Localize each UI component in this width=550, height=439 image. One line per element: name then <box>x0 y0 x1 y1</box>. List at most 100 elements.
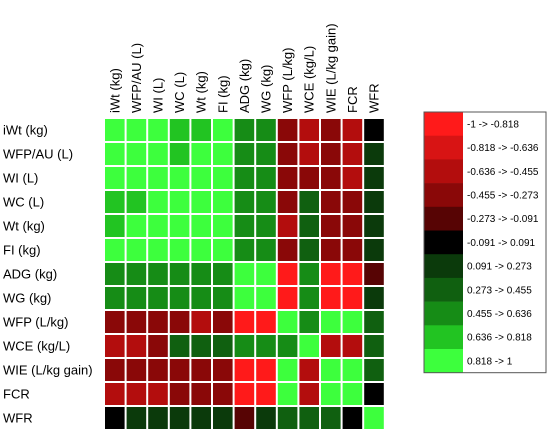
legend-label: 0.455 -> 0.636 <box>467 309 532 320</box>
heatmap-cell <box>148 335 168 357</box>
heatmap-cell <box>364 239 384 261</box>
heatmap-cell <box>342 383 363 405</box>
heatmap-cell <box>342 335 363 357</box>
heatmap-cell <box>342 287 363 309</box>
heatmap-cell <box>105 287 125 309</box>
heatmap-cell <box>277 119 298 141</box>
heatmap-cell <box>277 167 298 189</box>
heatmap-cell <box>191 143 211 165</box>
heatmap-cell <box>321 311 341 333</box>
legend-swatch <box>424 230 463 255</box>
heatmap-cell <box>299 215 319 237</box>
legend-swatch <box>424 112 463 136</box>
heatmap-cell <box>126 239 147 261</box>
heatmap-cell <box>169 359 190 381</box>
row-label: WI (L) <box>3 171 38 186</box>
heatmap-cell <box>169 263 190 285</box>
column-label: iWt (kg) <box>107 68 122 113</box>
legend-swatch <box>424 254 463 279</box>
heatmap-cell <box>213 215 233 237</box>
heatmap-cell <box>364 215 384 237</box>
legend-swatch <box>424 301 463 326</box>
heatmap-cell <box>277 287 298 309</box>
heatmap-cell <box>148 359 168 381</box>
heatmap-cell <box>234 407 255 429</box>
heatmap-cell <box>321 143 341 165</box>
heatmap-cell <box>213 119 233 141</box>
legend-swatch <box>424 325 463 350</box>
heatmap-cell <box>256 143 276 165</box>
heatmap-cell <box>234 215 255 237</box>
heatmap-cell <box>148 119 168 141</box>
heatmap-cell <box>364 167 384 189</box>
heatmap-cell <box>299 287 319 309</box>
heatmap-cell <box>234 119 255 141</box>
heatmap-cell <box>234 311 255 333</box>
row-label: WC (L) <box>3 195 44 210</box>
heatmap-cell <box>364 287 384 309</box>
heatmap-cell <box>277 263 298 285</box>
heatmap-cell <box>191 191 211 213</box>
heatmap-cell <box>234 143 255 165</box>
heatmap-cell <box>299 167 319 189</box>
column-label: WG (kg) <box>259 65 274 113</box>
heatmap-cell <box>148 167 168 189</box>
row-label: WCE (kg/L) <box>3 339 70 354</box>
heatmap-cell <box>256 407 276 429</box>
legend-swatch <box>424 277 463 302</box>
heatmap-cell <box>234 239 255 261</box>
column-label: Wt (kg) <box>194 71 209 113</box>
heatmap-cell <box>234 167 255 189</box>
heatmap-cell <box>191 263 211 285</box>
heatmap-cell <box>169 143 190 165</box>
column-label: WI (L) <box>151 78 166 113</box>
heatmap-cell <box>234 383 255 405</box>
heatmap-cell <box>105 407 125 429</box>
heatmap-cell <box>191 287 211 309</box>
heatmap-cell <box>213 143 233 165</box>
heatmap-cell <box>169 383 190 405</box>
column-label: WFR <box>367 83 382 113</box>
legend-label: -0.273 -> -0.091 <box>467 214 539 225</box>
row-label: Wt (kg) <box>3 219 45 234</box>
heatmap-cell <box>126 143 147 165</box>
heatmap-cell <box>234 191 255 213</box>
heatmap-cell <box>321 239 341 261</box>
heatmap-cell <box>213 287 233 309</box>
heatmap-cell <box>105 191 125 213</box>
heatmap-cell <box>299 311 319 333</box>
heatmap-cell <box>126 407 147 429</box>
column-label: WC (L) <box>172 72 187 113</box>
row-label: WIE (L/kg gain) <box>3 363 93 378</box>
heatmap-cell <box>321 287 341 309</box>
legend-frame <box>423 111 547 374</box>
heatmap-cell <box>105 167 125 189</box>
heatmap-cell <box>105 263 125 285</box>
row-label: WFP (L/kg) <box>3 315 69 330</box>
heatmap-cell <box>126 215 147 237</box>
heatmap-cell <box>277 239 298 261</box>
heatmap-cell <box>191 239 211 261</box>
heatmap-cell <box>148 143 168 165</box>
heatmap-cell <box>256 191 276 213</box>
heatmap-cell <box>105 359 125 381</box>
heatmap-cell <box>191 119 211 141</box>
heatmap-cell <box>364 311 384 333</box>
heatmap-cell <box>256 335 276 357</box>
heatmap-cell <box>277 215 298 237</box>
heatmap-cell <box>191 407 211 429</box>
heatmap-cell <box>169 167 190 189</box>
heatmap-cell <box>277 191 298 213</box>
heatmap-cell <box>191 167 211 189</box>
heatmap-cell <box>169 215 190 237</box>
heatmap-cell <box>213 335 233 357</box>
heatmap-cell <box>342 119 363 141</box>
legend-label: -0.636 -> -0.455 <box>467 167 539 178</box>
heatmap-cell <box>234 359 255 381</box>
row-labels: iWt (kg) WFP/AU (L) WI (L) WC (L) Wt (kg) FI … <box>3 123 93 426</box>
heatmap-cell <box>321 407 341 429</box>
legend-label: -0.455 -> -0.273 <box>467 190 539 201</box>
heatmap-cell <box>364 143 384 165</box>
heatmap-cell <box>342 167 363 189</box>
heatmap-cell <box>169 287 190 309</box>
